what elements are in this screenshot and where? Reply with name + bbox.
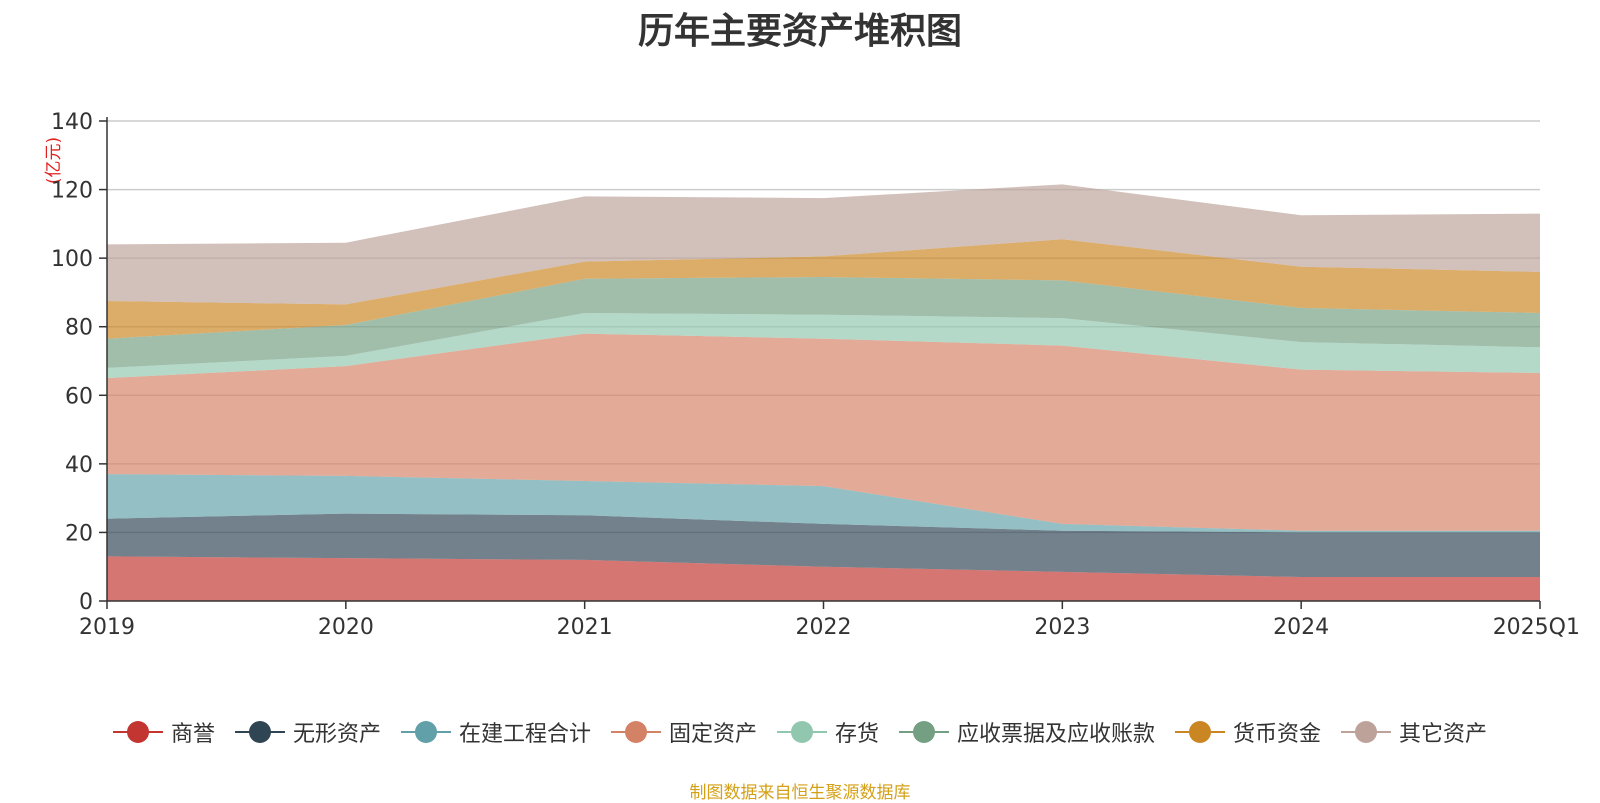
- legend-item-6[interactable]: 应收票据及应收账款: [899, 716, 1155, 748]
- area-3[interactable]: [107, 474, 1540, 533]
- area-8[interactable]: [107, 184, 1540, 305]
- legend-item-3[interactable]: 在建工程合计: [400, 716, 591, 748]
- axes: 0 20 40 60 80 100 120 140 2019 2020 2021 2022 2023 20…: [51, 110, 1580, 640]
- legend-label: 在建工程合计: [458, 722, 591, 747]
- legend-item-4[interactable]: 固定资产: [610, 716, 757, 748]
- y-tick-label: 40: [65, 453, 93, 478]
- y-tick-label: 100: [51, 247, 93, 272]
- source-note: 制图数据来自恒生聚源数据库: [689, 783, 911, 803]
- legend-label: 其它资产: [1399, 722, 1488, 747]
- area-7[interactable]: [107, 239, 1540, 339]
- legend: 商誉 无形资产 在建工程合计 固定资产 存货 应收票据及应收账款 货币资金 其它资产: [0, 716, 1600, 748]
- legend-label: 商誉: [170, 722, 215, 747]
- x-tick-label: 2019: [79, 615, 135, 640]
- y-tick-label: 80: [65, 316, 93, 341]
- x-tick-label: 2023: [1034, 615, 1090, 640]
- x-tick-label: 2020: [318, 615, 374, 640]
- legend-marker-icon: [610, 720, 661, 744]
- chart-title: 历年主要资产堆积图: [637, 11, 962, 52]
- x-tick-label: 2022: [796, 615, 852, 640]
- legend-marker-icon: [899, 720, 950, 744]
- area-5[interactable]: [107, 313, 1540, 379]
- y-tick-label: 140: [51, 110, 93, 135]
- area-1[interactable]: [107, 556, 1540, 601]
- legend-label: 应收票据及应收账款: [957, 722, 1156, 747]
- area-2[interactable]: [107, 513, 1540, 577]
- legend-item-1[interactable]: 商誉: [112, 716, 215, 748]
- x-tick-label: 2021: [557, 615, 613, 640]
- legend-marker-icon: [777, 720, 827, 744]
- legend-label: 固定资产: [668, 722, 757, 747]
- y-tick-label: 0: [79, 590, 93, 615]
- legend-marker-icon: [400, 720, 451, 744]
- area-series: [107, 184, 1540, 601]
- legend-item-5[interactable]: 存货: [777, 716, 879, 748]
- legend-item-7[interactable]: 货币资金: [1175, 716, 1321, 748]
- legend-marker-icon: [1175, 720, 1226, 744]
- area-4[interactable]: [107, 333, 1540, 531]
- stacked-area-chart: 0 20 40 60 80 100 120 140 2019 2020 2021 2022 2023 20…: [51, 110, 1580, 640]
- legend-label: 无形资产: [292, 722, 381, 747]
- y-tick-label: 120: [51, 179, 93, 204]
- x-tick-label: 2025Q1: [1493, 615, 1580, 640]
- legend-label: 货币资金: [1233, 722, 1322, 747]
- x-tick-label: 2024: [1273, 615, 1329, 640]
- legend-item-2[interactable]: 无形资产: [234, 716, 381, 748]
- legend-item-8[interactable]: 其它资产: [1341, 716, 1487, 748]
- legend-label: 存货: [835, 722, 880, 747]
- y-tick-label: 60: [65, 384, 93, 409]
- area-6[interactable]: [107, 277, 1540, 368]
- y-tick-label: 20: [65, 521, 93, 546]
- legend-marker-icon: [234, 720, 285, 744]
- legend-marker-icon: [1341, 720, 1392, 744]
- legend-marker-icon: [112, 720, 163, 744]
